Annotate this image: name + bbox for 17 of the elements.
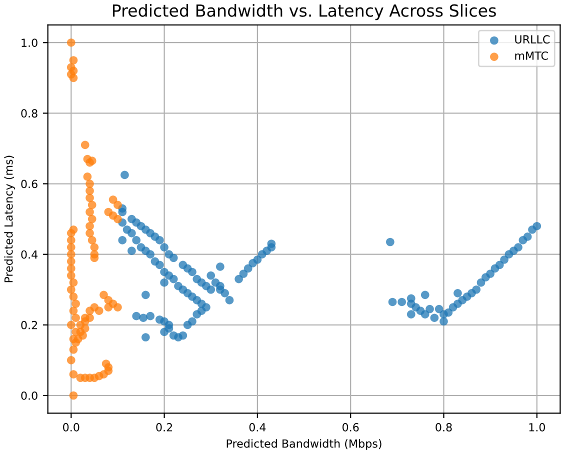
y-tick-label: 1.0 [22,38,38,47]
legend-label: URLLC [515,35,550,44]
y-tick-label: 0.6 [21,180,38,188]
chart-title: Predicted Bandwidth vs. Latency Across Slices [112,4,496,20]
x-tick-label: 0.0 [63,423,80,432]
x-axis-title: Predicted Bandwidth (Mbps) [226,439,382,450]
y-tick-label: 0.8 [21,109,38,118]
y-tick-label: 0.2 [21,320,38,330]
legend-label: mMTC [515,51,548,60]
x-tick-label: 1.0 [529,423,545,432]
x-tick-label: 0.4 [249,423,266,432]
y-axis-title: Predicted Latency (ms) [4,156,15,282]
y-tick-label: 0.4 [21,250,38,259]
y-tick-label: 0.0 [21,391,38,400]
x-tick-label: 0.8 [436,423,452,432]
x-tick-label: 0.6 [342,423,359,432]
x-tick-label: 0.2 [156,423,172,432]
